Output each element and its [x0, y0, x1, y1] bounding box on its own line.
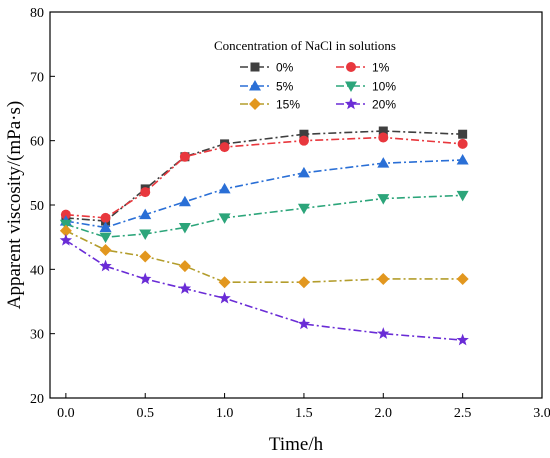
legend-item: 20%: [336, 97, 396, 112]
data-point: [218, 182, 231, 194]
legend: Concentration of NaCl in solutions 0% 1% 5…: [214, 38, 396, 112]
data-point: [178, 195, 191, 207]
data-point: [140, 187, 151, 198]
data-point: [456, 153, 469, 165]
data-point: [178, 282, 192, 294]
series-line: [65, 230, 463, 284]
data-point: [59, 224, 72, 237]
legend-item: 1%: [336, 61, 390, 75]
data-point: [456, 272, 469, 285]
x-tick-label: 0.0: [57, 406, 75, 421]
legend-label: 0%: [276, 61, 294, 75]
data-point: [458, 129, 468, 139]
series-10pct: [59, 190, 469, 244]
data-point: [377, 272, 390, 285]
x-tick-label: 2.0: [375, 406, 393, 421]
legend-label: 1%: [372, 61, 390, 75]
series-line: [65, 194, 463, 238]
data-point: [100, 212, 111, 223]
series-line: [65, 136, 463, 219]
data-point: [377, 157, 390, 168]
data-point: [299, 129, 309, 139]
data-point: [178, 223, 191, 234]
y-tick-label: 20: [30, 392, 44, 407]
series-line: [65, 130, 463, 222]
legend-label: 15%: [276, 98, 300, 112]
legend-label: 20%: [372, 98, 396, 112]
series-1pct: [60, 132, 468, 223]
series-line: [65, 239, 463, 341]
legend-marker: [345, 81, 357, 92]
data-point: [179, 151, 190, 162]
data-point: [218, 276, 231, 289]
data-point: [456, 333, 469, 346]
y-tick-label: 30: [30, 328, 44, 343]
series-5pct: [59, 153, 469, 233]
data-point: [297, 317, 311, 330]
data-point: [139, 272, 152, 285]
data-point: [218, 291, 231, 304]
data-point: [297, 203, 310, 215]
series-15pct: [59, 224, 469, 289]
legend-item: 10%: [336, 80, 396, 94]
legend-item: 0%: [240, 61, 294, 75]
x-tick-label: 1.0: [216, 406, 234, 421]
legend-label: 5%: [276, 80, 294, 94]
data-point: [99, 259, 112, 272]
y-tick-label: 80: [30, 6, 44, 21]
legend-marker: [344, 97, 358, 110]
x-tick-label: 3.0: [533, 406, 550, 421]
legend-marker: [249, 98, 261, 110]
data-point: [297, 166, 310, 178]
data-point: [178, 260, 191, 273]
plot-frame: [49, 11, 543, 399]
data-point: [457, 138, 468, 149]
data-point: [297, 276, 310, 289]
x-tick-label: 2.5: [454, 406, 472, 421]
data-series: [59, 126, 469, 346]
legend-marker: [249, 80, 261, 91]
legend-label: 10%: [372, 80, 396, 94]
data-point: [219, 142, 230, 153]
legend-title: Concentration of NaCl in solutions: [214, 38, 396, 53]
series-0pct: [61, 126, 468, 226]
y-tick-label: 40: [30, 263, 44, 278]
data-point: [377, 194, 390, 205]
y-tick-label: 60: [30, 135, 44, 150]
data-point: [139, 229, 152, 240]
axis-ticks: 0.0 0.5 1.0 1.5 2.0 2.5 3.0 20 30 40 50 60 70 80: [30, 6, 550, 421]
x-axis-title: Time/h: [269, 434, 324, 455]
series-20pct: [59, 233, 469, 346]
data-point: [218, 213, 231, 224]
data-point: [99, 244, 112, 257]
data-point: [99, 221, 112, 233]
legend-marker: [346, 62, 356, 72]
data-point: [59, 233, 73, 246]
legend-item: 5%: [240, 80, 294, 94]
y-tick-label: 50: [30, 199, 44, 214]
y-axis-title: Apparent viscosity/(mPa·s): [4, 101, 25, 309]
data-point: [139, 250, 152, 263]
y-tick-label: 70: [30, 70, 44, 85]
data-point: [456, 190, 469, 202]
data-point: [139, 208, 152, 220]
data-point: [378, 126, 388, 136]
data-point: [60, 209, 71, 220]
x-tick-label: 0.5: [136, 406, 154, 421]
series-line: [65, 159, 463, 229]
data-point: [377, 327, 390, 339]
data-point: [378, 132, 389, 143]
data-point: [298, 135, 309, 146]
x-tick-label: 1.5: [295, 406, 313, 421]
legend-marker: [250, 62, 260, 72]
data-point: [99, 232, 112, 244]
legend-item: 15%: [240, 98, 300, 112]
